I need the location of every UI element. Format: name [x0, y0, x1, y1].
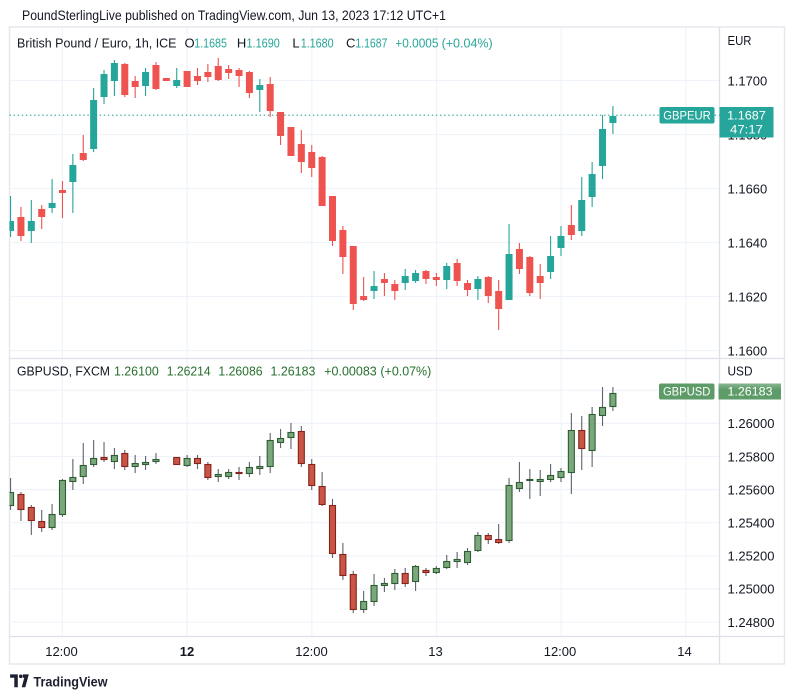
svg-text:12:00: 12:00: [45, 644, 78, 659]
svg-text:14: 14: [677, 644, 691, 659]
svg-text:1.26183: 1.26183: [271, 364, 316, 379]
svg-text:1.1687: 1.1687: [355, 35, 387, 50]
svg-text:(+0.04%): (+0.04%): [442, 35, 493, 50]
svg-text:GBPUSD: GBPUSD: [663, 387, 711, 399]
svg-text:TradingView: TradingView: [34, 675, 108, 690]
svg-text:1.25600: 1.25600: [728, 482, 775, 497]
svg-text:12:00: 12:00: [295, 644, 328, 659]
svg-text:1.1687: 1.1687: [727, 111, 766, 123]
svg-text:1.1640: 1.1640: [728, 235, 768, 250]
svg-text:1.24800: 1.24800: [728, 615, 775, 630]
svg-text:12:00: 12:00: [544, 644, 577, 659]
svg-text:+0.0005: +0.0005: [395, 35, 438, 50]
svg-text:+0.00083: +0.00083: [324, 364, 377, 379]
svg-text:British Pound / Euro, 1h, ICE: British Pound / Euro, 1h, ICE: [17, 35, 177, 50]
svg-text:1.1680: 1.1680: [301, 35, 334, 50]
svg-text:1.1660: 1.1660: [728, 181, 768, 196]
svg-text:1.26000: 1.26000: [728, 416, 775, 431]
svg-text:(+0.07%): (+0.07%): [380, 364, 431, 379]
svg-text:L: L: [292, 35, 299, 50]
svg-text:H: H: [237, 35, 246, 50]
svg-text:GBPUSD, FXCM: GBPUSD, FXCM: [17, 364, 110, 379]
svg-text:12: 12: [180, 644, 194, 659]
svg-text:1.25200: 1.25200: [728, 549, 775, 564]
svg-text:1.25000: 1.25000: [728, 582, 775, 597]
svg-text:C: C: [346, 35, 355, 50]
svg-text:USD: USD: [728, 364, 753, 379]
svg-text:1.26214: 1.26214: [167, 364, 211, 379]
svg-text:GBPEUR: GBPEUR: [663, 111, 711, 123]
svg-text:1.1700: 1.1700: [728, 73, 768, 88]
svg-text:PoundSterlingLive published on: PoundSterlingLive published on TradingVi…: [22, 7, 446, 23]
svg-text:O: O: [185, 35, 195, 50]
svg-text:1.26100: 1.26100: [114, 364, 159, 379]
svg-text:13: 13: [428, 644, 442, 659]
svg-text:1.1685: 1.1685: [194, 35, 227, 50]
svg-text:1.26183: 1.26183: [728, 387, 773, 399]
svg-text:EUR: EUR: [728, 33, 752, 48]
svg-text:1.26086: 1.26086: [218, 364, 262, 379]
svg-text:1.25800: 1.25800: [728, 449, 775, 464]
svg-text:1.25400: 1.25400: [728, 516, 775, 531]
svg-text:1.1690: 1.1690: [247, 35, 280, 50]
svg-text:1.1620: 1.1620: [728, 289, 768, 304]
svg-text:1.1600: 1.1600: [728, 343, 768, 358]
svg-text:47:17: 47:17: [730, 125, 763, 137]
